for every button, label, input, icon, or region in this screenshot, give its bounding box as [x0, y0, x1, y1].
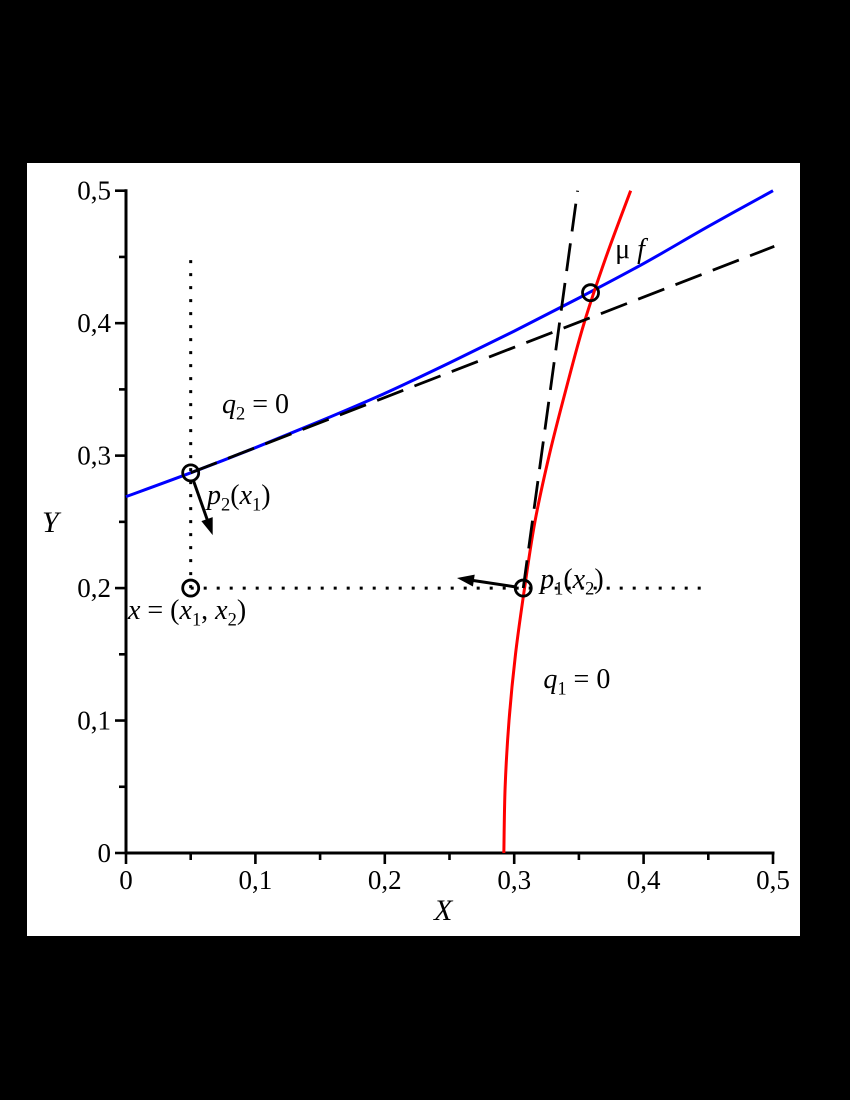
label-p1-x2: p1(x2)	[540, 564, 604, 599]
q1-zero-curve	[502, 190, 633, 854]
ticks	[115, 189, 775, 864]
tangent-at-p2	[190, 245, 775, 475]
arrow-p2-gradient	[192, 480, 213, 536]
arrow-shaft	[192, 480, 210, 524]
arrow-head	[457, 574, 475, 587]
label-mu-f: μ f	[615, 234, 645, 266]
plot-panel	[27, 163, 800, 936]
label-x-point: x = (x1, x2)	[127, 595, 247, 630]
x-tick-label: 0,2	[368, 865, 402, 895]
y-tick-label: 0,1	[77, 706, 111, 736]
point-p1-x2	[513, 578, 533, 598]
arrow-p1-gradient	[457, 574, 515, 589]
tick-labels: 0 0,1 0,2 0,3 0,4 0,5 0 0,1 0,2 0,3 0,4 0,5	[77, 176, 790, 895]
y-tick-label: 0,3	[77, 441, 111, 471]
label-q2-eq-0: q2 = 0	[222, 389, 290, 424]
point-p2-x1	[181, 463, 201, 483]
arrow-head	[201, 517, 213, 536]
point-intersection	[581, 283, 600, 303]
point-x	[181, 578, 201, 598]
y-tick-label: 0	[98, 838, 112, 868]
x-tick-label: 0,3	[497, 865, 531, 895]
x-tick-label: 0,4	[627, 865, 661, 895]
x-axis-title: X	[434, 894, 453, 927]
y-tick-label: 0,4	[77, 308, 111, 338]
arrow-shaft	[469, 578, 515, 589]
y-tick-label: 0,2	[77, 573, 111, 603]
label-p2-x1: p2(x1)	[207, 480, 271, 515]
x-tick-label: 0,1	[239, 865, 273, 895]
y-tick-label: 0,5	[77, 176, 111, 206]
x-tick-label: 0,5	[756, 865, 790, 895]
tangent-at-p1	[521, 190, 579, 589]
x-tick-label: 0	[119, 865, 133, 895]
label-q1-eq-0: q1 = 0	[543, 663, 611, 699]
y-axis-title: Y	[42, 506, 59, 539]
